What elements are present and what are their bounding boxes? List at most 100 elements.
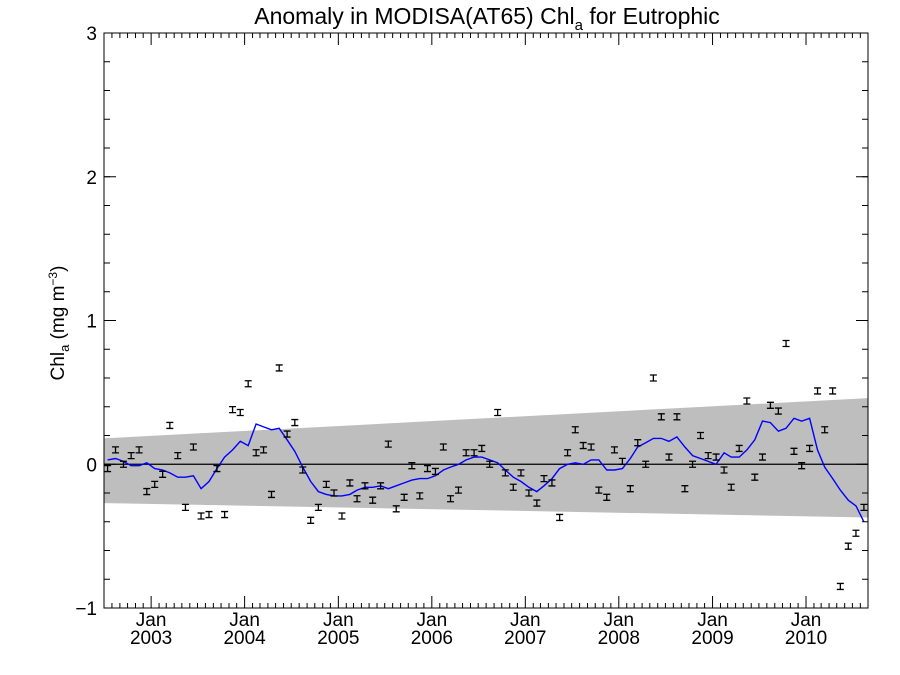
y-tick-label: 2 [86, 168, 97, 189]
anomaly-point [423, 464, 431, 473]
anomaly-point [525, 489, 533, 497]
anomaly-point [798, 462, 806, 470]
anomaly-point [751, 473, 759, 481]
anomaly-point [579, 441, 587, 450]
anomaly-point [509, 483, 517, 491]
anomaly-point [353, 495, 361, 503]
anomaly-point [829, 387, 837, 395]
y-axis-label-close: ) [48, 266, 69, 272]
anomaly-point [852, 529, 860, 537]
anomaly-point [369, 496, 377, 504]
x-tick-year-label: 2010 [785, 628, 827, 649]
plot-frame [103, 32, 869, 609]
anomaly-point [689, 460, 697, 468]
anomaly-point [143, 487, 151, 496]
y-tick-label: 1 [86, 312, 97, 333]
y-axis-label: Chla (mg m−3) [46, 266, 72, 381]
anomaly-point [517, 469, 525, 477]
anomaly-point [814, 387, 822, 395]
anomaly-point [634, 439, 642, 447]
anomaly-point [275, 364, 283, 372]
anomaly-point [119, 460, 127, 468]
x-tick-year-label: 2009 [691, 628, 733, 649]
anomaly-point [416, 492, 424, 500]
y-tick-label: 0 [86, 455, 97, 476]
smoothed-line [107, 417, 865, 523]
y-tick-label: −1 [75, 599, 97, 620]
x-tick-year-label: 2005 [317, 628, 359, 649]
anomaly-point [314, 503, 322, 512]
anomaly-point [112, 446, 120, 454]
x-tick-year-label: 2003 [130, 628, 172, 649]
anomaly-point [610, 446, 618, 454]
anomaly-point [657, 413, 665, 421]
chart-title-rest: for Eutrophic [583, 3, 720, 29]
x-tick-year-label: 2004 [223, 628, 266, 649]
y-tick-label: 3 [86, 24, 97, 45]
confidence-band-layer [104, 398, 868, 518]
anomaly-point [665, 453, 673, 461]
axis-labels-layer: −10123Jan2003Jan2004Jan2005Jan2006Jan200… [75, 24, 827, 649]
anomaly-point [135, 446, 143, 454]
x-tick-month-label: Jan [510, 610, 541, 631]
smoothed-series-layer [107, 417, 865, 523]
anomaly-point [501, 469, 509, 477]
x-tick-month-label: Jan [136, 610, 167, 631]
y-axis-label-unit: (mg m [48, 286, 69, 345]
x-tick-year-label: 2006 [411, 628, 453, 649]
y-axis-label-subscript: a [57, 344, 72, 352]
anomaly-point [564, 449, 572, 457]
anomaly-point [307, 516, 315, 524]
chart-title-subscript: a [575, 17, 584, 34]
anomaly-point [649, 374, 657, 382]
anomaly-point [151, 480, 159, 489]
anomaly-point [462, 449, 470, 457]
anomaly-point [291, 418, 299, 427]
anomaly-point [181, 503, 189, 512]
anomaly-point [727, 483, 735, 491]
anomaly-point [338, 512, 346, 520]
anomaly-point [603, 493, 611, 501]
anomaly-point [766, 401, 774, 409]
anomaly-point [408, 462, 416, 470]
anomaly-point [299, 466, 307, 474]
chart-title-main: Anomaly in MODISA(AT65) Chl [254, 3, 574, 29]
anomaly-point [548, 479, 556, 487]
anomaly-point [860, 503, 868, 512]
anomaly-point [774, 407, 782, 415]
anomaly-point [735, 444, 743, 453]
anomaly-point [447, 495, 455, 503]
anomaly-point [836, 582, 844, 591]
anomaly-point [782, 339, 790, 348]
anomaly-point [712, 453, 720, 461]
anomaly-point [104, 464, 112, 473]
anomaly-point [229, 405, 237, 414]
anomaly-point [392, 505, 400, 513]
anomaly-point [642, 460, 650, 468]
anomaly-point [236, 408, 244, 417]
anomaly-point [556, 513, 564, 522]
anomaly-point [268, 490, 276, 499]
chart-title: Anomaly in MODISA(AT65) Chla for Eutroph… [254, 3, 720, 34]
x-tick-year-label: 2008 [598, 628, 640, 649]
anomaly-point [431, 467, 439, 476]
anomaly-point [626, 485, 634, 493]
anomaly-point [346, 479, 354, 487]
anomaly-point [260, 446, 268, 454]
anomaly-point [587, 443, 595, 451]
anomaly-point [439, 443, 447, 451]
anomaly-point [127, 451, 135, 460]
confidence-band [104, 398, 868, 518]
x-tick-month-label: Jan [229, 610, 260, 631]
anomaly-point [540, 474, 548, 483]
anomaly-point [189, 443, 197, 451]
anomaly-point [533, 499, 541, 507]
x-tick-month-label: Jan [417, 610, 448, 631]
anomaly-point [821, 426, 829, 434]
anomaly-point [595, 486, 603, 494]
x-tick-month-label: Jan [697, 610, 728, 631]
anomaly-point [470, 449, 478, 457]
anomaly-point [377, 482, 385, 490]
anomaly-point [844, 542, 852, 550]
